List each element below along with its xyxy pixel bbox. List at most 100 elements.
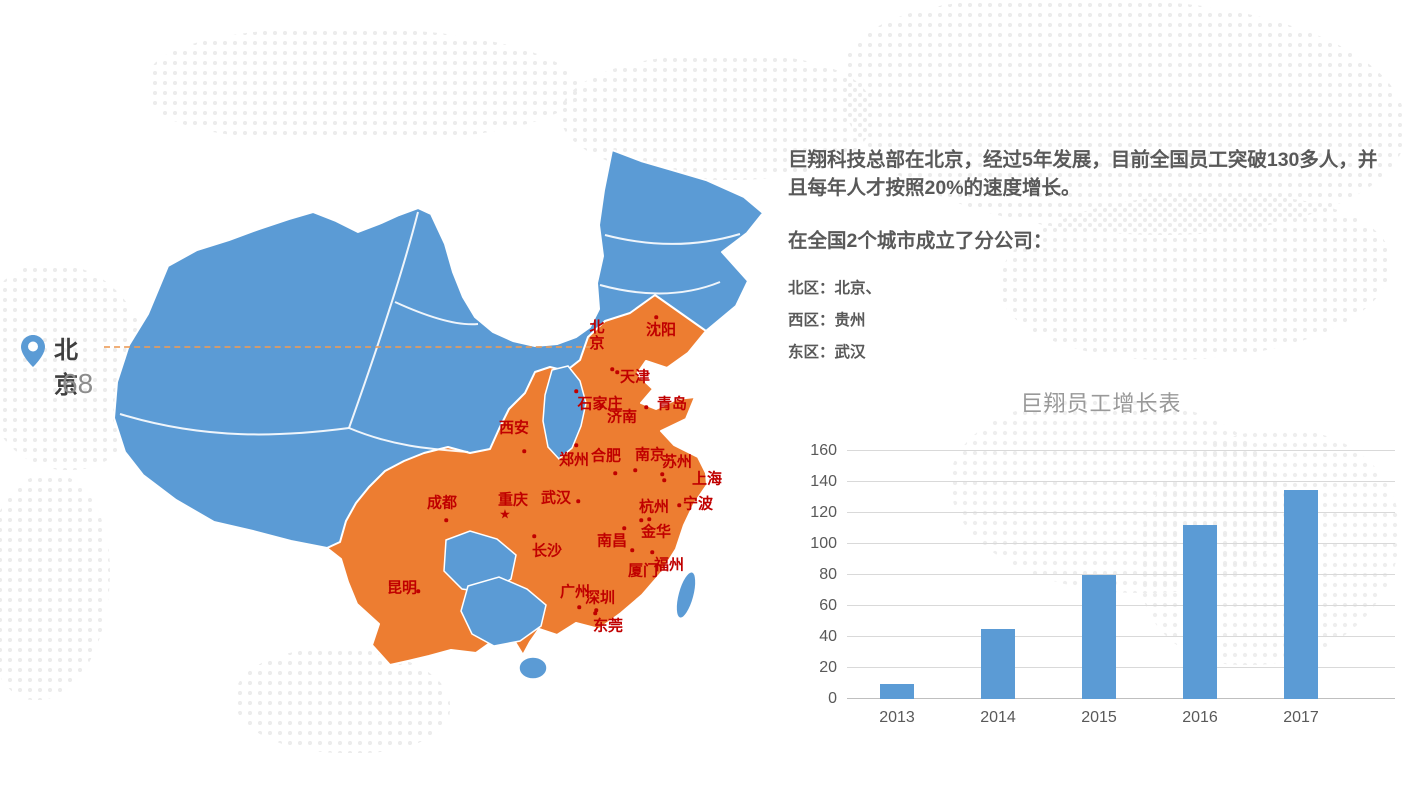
taiwan-island — [675, 570, 697, 620]
city-label: 沈阳 — [645, 321, 677, 339]
city-dot — [650, 550, 654, 554]
city-dot — [574, 443, 578, 447]
city-label: 武汉 — [540, 489, 572, 507]
city-label: 重庆 — [497, 491, 529, 509]
city-label: 北京 — [589, 319, 605, 352]
y-axis-tick-label: 60 — [819, 597, 837, 614]
bar-2016 — [1183, 525, 1217, 699]
city-label: 青岛 — [656, 395, 688, 413]
city-label: 苏州 — [661, 453, 693, 471]
x-axis-tick-label: 2015 — [1081, 709, 1117, 726]
y-axis-tick-label: 20 — [819, 659, 837, 676]
chart-gridline — [847, 574, 1395, 575]
capital-star-icon: ★ — [499, 506, 511, 522]
callout-city-name: 北京 — [54, 337, 78, 399]
province-border-line — [119, 413, 350, 436]
city-dot — [615, 370, 619, 374]
china-map — [113, 149, 764, 680]
province-border-line — [348, 427, 469, 453]
chart-gridline — [847, 667, 1395, 668]
chart-gridline — [847, 450, 1395, 451]
y-axis-tick-label: 0 — [828, 690, 837, 707]
y-axis-tick-label: 80 — [819, 566, 837, 583]
city-label: 金华 — [640, 523, 672, 541]
city-label: 天津 — [619, 368, 651, 386]
background-dot-pattern — [150, 28, 580, 140]
bar-2017 — [1284, 489, 1318, 699]
province-border-line — [394, 301, 479, 326]
city-label: 石家庄 — [577, 397, 622, 412]
map-city-layer: 北京 沈阳天津石家庄济南青岛西安郑州合肥南京苏州上海重庆★ 武汉杭州宁波金华南昌长沙… — [386, 315, 722, 635]
chart-title: 巨翔员工增长表 — [1020, 392, 1182, 417]
location-pin-icon — [21, 335, 45, 367]
background-dot-pattern — [845, 0, 1405, 235]
y-axis-tick-label: 120 — [810, 504, 837, 521]
city-label: 郑州 — [558, 451, 590, 469]
city-label: 厦门 — [627, 562, 659, 580]
chart-gridline — [847, 543, 1395, 544]
chart-gridline — [847, 512, 1395, 513]
city-dot — [574, 389, 578, 393]
city-dot — [622, 526, 626, 530]
city-dot — [416, 589, 420, 593]
chart-gridline — [847, 698, 1395, 699]
y-axis-tick-label: 140 — [810, 473, 837, 490]
city-label: 杭州 — [638, 498, 670, 516]
bar-2015 — [1082, 575, 1116, 699]
background-dot-pattern — [235, 648, 450, 753]
city-dot — [599, 404, 603, 408]
city-dot — [662, 478, 666, 482]
city-label: 昆明 — [386, 579, 418, 597]
city-label: 广州 — [559, 583, 591, 601]
callout-employee-count: 68 — [62, 368, 94, 399]
city-label: 南京 — [634, 446, 666, 464]
employee-growth-chart: 巨翔员工增长表 0 20 40 60 80 100 120 140 160 2013 2014 201… — [795, 386, 1407, 758]
map-region-south — [326, 294, 708, 666]
province-border-line — [599, 281, 721, 295]
city-label: 西安 — [498, 419, 530, 437]
branch-east: 东区：武汉 — [788, 344, 866, 361]
city-dot — [444, 518, 448, 522]
y-axis-tick-label: 160 — [810, 442, 837, 459]
chart-gridline — [847, 636, 1395, 637]
city-label: 长沙 — [531, 542, 563, 560]
y-axis-tick-label: 40 — [819, 628, 837, 645]
x-axis-tick-label: 2014 — [980, 709, 1016, 726]
city-dot — [577, 605, 581, 609]
city-dot — [644, 405, 648, 409]
city-dot — [613, 471, 617, 475]
city-label: 宁波 — [682, 495, 714, 513]
province-border-line — [348, 211, 419, 429]
city-dot — [677, 503, 681, 507]
city-dot — [576, 499, 580, 503]
city-dot — [660, 472, 664, 476]
city-dot — [639, 518, 643, 522]
city-dot — [522, 449, 526, 453]
branches-heading: 在全国2个城市成立了分公司： — [788, 230, 1053, 252]
province-border-line — [604, 233, 741, 245]
city-label: 济南 — [606, 408, 638, 426]
beijing-leader-line — [104, 346, 592, 348]
city-dot — [593, 611, 597, 615]
city-label: 福州 — [653, 556, 685, 574]
background-dot-pattern — [1000, 195, 1390, 360]
chart-plot-area: 0 20 40 60 80 100 120 140 160 2013 2014 2015 2016 201… — [810, 442, 1395, 726]
branch-west: 西区：贵州 — [788, 312, 866, 329]
city-label: 深圳 — [584, 589, 616, 607]
chart-gridline — [847, 605, 1395, 606]
city-dot — [532, 534, 536, 538]
city-dot — [594, 608, 598, 612]
x-axis-tick-label: 2016 — [1182, 709, 1218, 726]
city-label: 合肥 — [590, 447, 622, 465]
x-axis-tick-label: 2017 — [1283, 709, 1319, 726]
hainan-island — [518, 656, 548, 680]
bar-2014 — [981, 629, 1015, 699]
intro-paragraph: 巨翔科技总部在北京，经过5年发展，目前全国员工突破130多人，并且每年人才按照2… — [788, 149, 1378, 199]
guangxi-region — [460, 576, 547, 647]
city-dot — [630, 548, 634, 552]
city-label: 东莞 — [592, 617, 624, 635]
city-dot — [647, 517, 651, 521]
city-dot — [610, 367, 614, 371]
x-axis-tick-label: 2013 — [879, 709, 915, 726]
